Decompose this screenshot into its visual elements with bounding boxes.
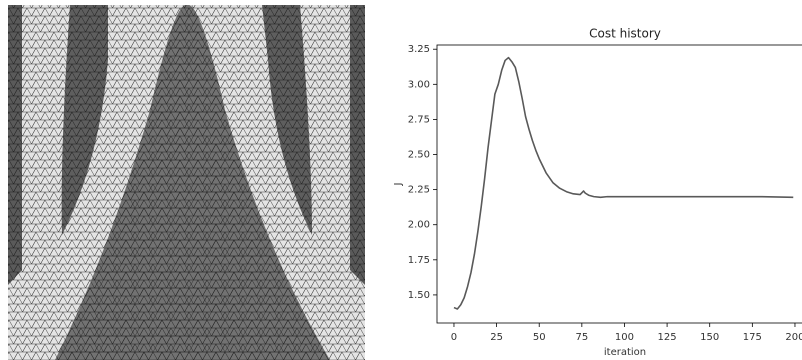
x-tick-label: 50 (533, 332, 546, 343)
x-tick-label: 175 (743, 332, 762, 343)
y-tick-label: 3.25 (408, 44, 430, 55)
axes-frame (436, 44, 802, 324)
x-tick-label: 0 (451, 332, 457, 343)
mesh-image (8, 5, 365, 360)
x-axis-label: iteration (604, 347, 646, 358)
y-tick-label: 2.00 (408, 220, 430, 231)
y-tick-label: 1.50 (408, 290, 430, 301)
x-tick-label: 75 (575, 332, 588, 343)
x-tick-label: 150 (700, 332, 719, 343)
y-tick-label: 1.75 (408, 255, 430, 266)
line-series (453, 56, 794, 310)
y-tick-label: 2.50 (408, 150, 430, 161)
y-tick-label: 2.75 (408, 114, 430, 125)
x-tick-label: 100 (615, 332, 634, 343)
x-tick-label: 25 (490, 332, 503, 343)
x-tick-label: 200 (785, 332, 802, 343)
x-tick-label: 125 (658, 332, 677, 343)
y-tick-label: 3.00 (408, 79, 430, 90)
y-tick-label: 2.25 (408, 185, 430, 196)
chart-title: Cost history (589, 27, 661, 41)
y-axis-label: J (393, 183, 404, 187)
